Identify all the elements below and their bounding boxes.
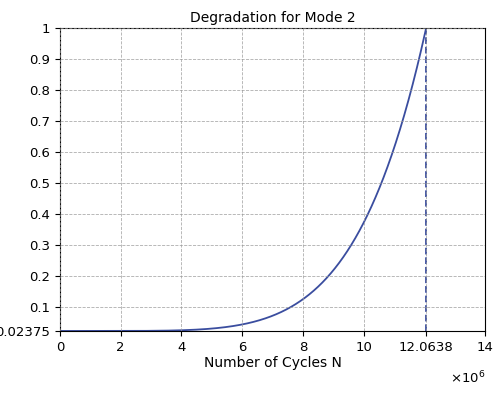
X-axis label: Number of Cycles N: Number of Cycles N	[204, 357, 342, 370]
Title: Degradation for Mode 2: Degradation for Mode 2	[190, 11, 356, 25]
Text: $\times 10^6$: $\times 10^6$	[450, 370, 485, 387]
